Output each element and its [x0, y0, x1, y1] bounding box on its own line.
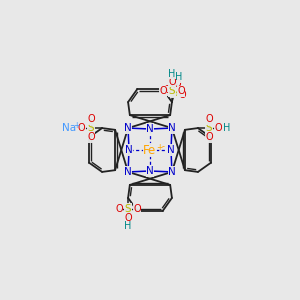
Text: O: O: [205, 114, 213, 124]
Text: +: +: [156, 142, 162, 152]
Text: O: O: [173, 80, 181, 89]
Text: N: N: [125, 145, 133, 155]
Text: O: O: [168, 76, 176, 87]
Text: N: N: [124, 123, 132, 133]
Text: O: O: [133, 204, 141, 214]
Text: N: N: [146, 124, 154, 134]
Text: N: N: [167, 145, 175, 155]
Text: O: O: [214, 123, 222, 133]
Text: O: O: [87, 132, 95, 142]
Text: N: N: [146, 166, 154, 176]
Text: N: N: [168, 167, 176, 177]
Text: H: H: [175, 73, 183, 82]
Text: O: O: [115, 204, 123, 214]
Text: N: N: [168, 123, 176, 133]
Text: H: H: [168, 69, 175, 79]
Text: O: O: [178, 90, 186, 100]
Text: O: O: [205, 132, 213, 142]
Text: O: O: [87, 114, 95, 124]
Text: S: S: [206, 123, 212, 133]
Text: S: S: [171, 88, 178, 98]
Text: O: O: [159, 86, 167, 96]
Text: H: H: [124, 221, 132, 231]
Text: O: O: [124, 213, 132, 224]
Text: S: S: [125, 204, 131, 214]
Text: O: O: [177, 86, 185, 96]
Text: -: -: [161, 142, 164, 152]
Text: +: +: [74, 121, 80, 130]
Text: S: S: [88, 123, 94, 133]
Text: N: N: [124, 167, 132, 177]
Text: S: S: [169, 86, 175, 96]
Text: Fe: Fe: [143, 143, 157, 157]
Text: O: O: [78, 123, 86, 133]
Text: Na: Na: [61, 123, 76, 133]
Text: O: O: [163, 85, 171, 95]
Text: H: H: [223, 123, 230, 133]
